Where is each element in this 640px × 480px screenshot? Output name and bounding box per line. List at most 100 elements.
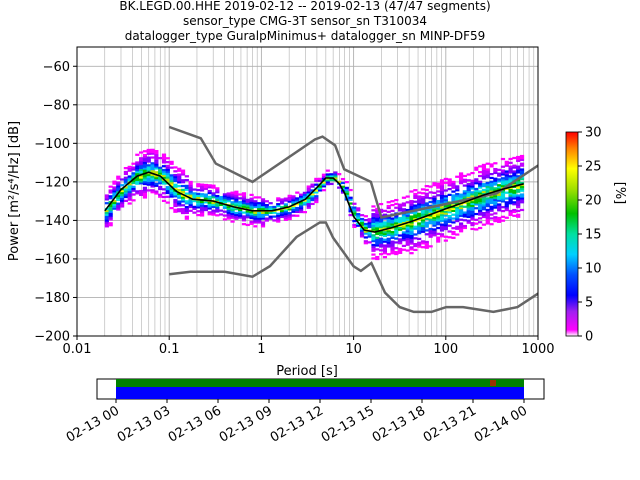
- colorbar-tick-label: 0: [585, 330, 593, 345]
- pdf-cell: [500, 206, 506, 209]
- pdf-cell: [139, 166, 144, 170]
- pdf-cell: [474, 191, 479, 194]
- pdf-cell: [424, 192, 429, 195]
- pdf-cell: [230, 193, 235, 196]
- pdf-cell: [199, 212, 205, 215]
- pdf-cell: [451, 207, 456, 211]
- pdf-cell: [279, 213, 285, 217]
- pdf-cell: [173, 191, 178, 194]
- pdf-cell: [401, 215, 407, 219]
- pdf-cell: [439, 208, 445, 211]
- pdf-cell: [417, 230, 422, 233]
- pdf-cell: [489, 186, 494, 189]
- pdf-cell: [394, 237, 399, 240]
- pdf-cell: [188, 188, 193, 191]
- pdf-cell: [474, 193, 479, 196]
- pdf-cell: [485, 191, 490, 194]
- pdf-cell: [375, 242, 380, 245]
- pdf-cell: [226, 215, 231, 218]
- pdf-cell: [417, 222, 422, 225]
- pdf-cell: [382, 248, 388, 251]
- pdf-cell: [169, 160, 174, 164]
- pdf-cell: [500, 173, 506, 176]
- pdf-cell: [196, 192, 201, 196]
- pdf-cell: [443, 197, 448, 200]
- pdf-cell: [489, 176, 494, 180]
- pdf-cell: [493, 200, 498, 203]
- pdf-cell: [378, 208, 384, 211]
- pdf-cell: [481, 165, 487, 168]
- pdf-cell: [314, 195, 319, 198]
- pdf-cell: [424, 194, 429, 197]
- pdf-cell: [382, 252, 388, 255]
- pdf-cell: [142, 153, 148, 157]
- pdf-cell: [154, 171, 159, 174]
- pdf-cell: [348, 210, 353, 213]
- pdf-cell: [154, 153, 159, 157]
- pdf-cell: [268, 202, 273, 205]
- pdf-cell: [352, 214, 357, 217]
- pdf-cell: [150, 173, 155, 176]
- pdf-cell: [436, 213, 441, 216]
- pdf-cell: [455, 233, 460, 236]
- pdf-cell: [432, 222, 437, 225]
- pdf-cell: [493, 167, 498, 171]
- pdf-cell: [428, 214, 433, 217]
- pdf-cell: [150, 169, 155, 173]
- pdf-cell: [375, 207, 380, 211]
- pdf-cell: [432, 203, 437, 206]
- title-line-1: BK.LEGD.00.HHE 2019-02-12 -- 2019-02-13 …: [119, 0, 490, 13]
- pdf-cell: [439, 198, 445, 201]
- pdf-cell: [512, 172, 517, 175]
- pdf-cell: [497, 216, 502, 220]
- pdf-cell: [230, 214, 235, 217]
- pdf-cell: [108, 222, 113, 225]
- pdf-cell: [188, 200, 193, 203]
- pdf-cell: [135, 167, 140, 170]
- x-axis-label: Period [s]: [276, 364, 338, 379]
- pdf-cell: [485, 187, 490, 190]
- pdf-cell: [299, 195, 304, 198]
- pdf-cell: [123, 190, 129, 193]
- pdf-cell: [314, 200, 319, 204]
- pdf-cell: [378, 241, 384, 244]
- pdf-cell: [203, 193, 208, 196]
- pdf-cell: [432, 209, 437, 212]
- pdf-cell: [359, 231, 365, 234]
- pdf-cell: [196, 196, 201, 199]
- pdf-cell: [504, 160, 509, 163]
- pdf-cell: [253, 221, 258, 224]
- pdf-cell: [184, 215, 189, 218]
- pdf-cell: [439, 217, 445, 221]
- pdf-cell: [500, 192, 506, 195]
- pdf-cell: [161, 168, 167, 172]
- pdf-cell: [401, 233, 407, 236]
- pdf-cell: [161, 176, 167, 179]
- pdf-cell: [139, 168, 144, 171]
- pdf-cell: [215, 210, 220, 213]
- pdf-cell: [466, 196, 471, 199]
- pdf-cell: [394, 216, 399, 219]
- pdf-cell: [245, 200, 250, 203]
- pdf-cell: [116, 196, 121, 200]
- pdf-cell: [485, 208, 490, 212]
- pdf-cell: [466, 213, 471, 217]
- pdf-cell: [443, 195, 448, 198]
- pdf-cell: [230, 195, 235, 198]
- pdf-cell: [455, 185, 460, 188]
- pdf-cell: [405, 235, 410, 239]
- pdf-cell: [287, 198, 292, 201]
- pdf-cell: [279, 198, 285, 201]
- pdf-cell: [131, 193, 136, 196]
- pdf-cell: [108, 197, 113, 200]
- pdf-cell: [405, 212, 410, 216]
- pdf-cell: [519, 187, 525, 190]
- pdf-cell: [451, 186, 456, 189]
- pdf-cell: [489, 180, 494, 183]
- pdf-cell: [241, 205, 247, 208]
- pdf-cell: [352, 206, 357, 209]
- pdf-cell: [451, 194, 456, 197]
- pdf-cell: [424, 202, 429, 205]
- pdf-cell: [161, 174, 167, 177]
- pdf-cell: [371, 209, 376, 212]
